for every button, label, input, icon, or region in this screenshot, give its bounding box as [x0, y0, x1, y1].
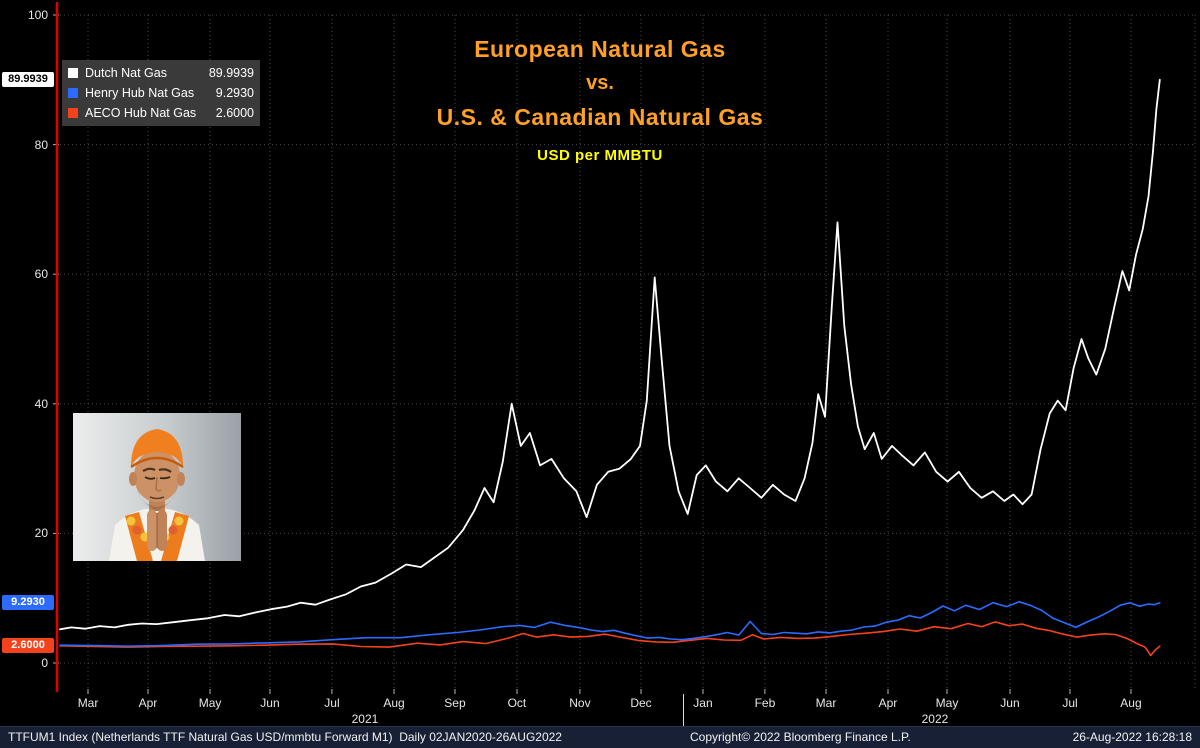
copyright-text: Copyright© 2022 Bloomberg Finance L.P.	[690, 730, 911, 744]
x-tick-label: Sep	[444, 696, 466, 710]
x-tick-label: May	[935, 696, 959, 710]
x-tick-label: Nov	[569, 696, 591, 710]
x-tick-label: Mar	[77, 696, 99, 710]
chart-subtitle: USD per MMBTU	[537, 147, 663, 164]
legend-label: AECO Hub Nat Gas	[85, 106, 197, 120]
x-tick-label: Jul	[1062, 696, 1078, 710]
year-divider	[683, 694, 684, 726]
x-tick-label: Jun	[260, 696, 280, 710]
x-tick-label: Jan	[693, 696, 713, 710]
x-tick-label: May	[198, 696, 222, 710]
y-tick-label: 80	[34, 137, 48, 152]
ticker-description: TTFUM1 Index (Netherlands TTF Natural Ga…	[8, 730, 562, 744]
legend-swatch-aeco	[68, 108, 78, 118]
meme-image-graphic	[73, 413, 241, 561]
legend-item-dutch-nat-gas[interactable]: Dutch Nat Gas 89.9939	[68, 63, 254, 83]
x-tick-label: Apr	[138, 696, 158, 710]
legend-swatch-henry-hub	[68, 88, 78, 98]
chart-title-line2: vs.	[586, 72, 614, 94]
status-bar: TTFUM1 Index (Netherlands TTF Natural Ga…	[0, 726, 1200, 748]
chart-title-line1: European Natural Gas	[474, 36, 726, 62]
legend-value: 2.6000	[215, 106, 254, 120]
chart-title-block: European Natural Gas vs. U.S. & Canadian…	[280, 36, 920, 164]
legend-value: 9.2930	[215, 86, 254, 100]
x-tick-label: Jun	[1000, 696, 1020, 710]
series-line	[59, 600, 1161, 648]
legend-item-henry-hub-nat-gas[interactable]: Henry Hub Nat Gas 9.2930	[68, 83, 254, 103]
series-line	[59, 621, 1161, 657]
last-price-badge-henry-hub: 9.2930	[2, 594, 54, 610]
y-tick-label: 60	[34, 267, 48, 282]
x-tick-label: Feb	[754, 696, 776, 710]
y-tick-label: 40	[34, 396, 48, 411]
legend-label: Dutch Nat Gas	[85, 66, 167, 80]
x-tick-label: Aug	[383, 696, 405, 710]
y-tick-label: 20	[34, 526, 48, 541]
legend-value: 89.9939	[208, 66, 254, 80]
x-tick-label: Jul	[324, 696, 340, 710]
last-price-badge-dutch: 89.9939	[2, 71, 54, 87]
x-tick-label: Dec	[630, 696, 652, 710]
last-price-badge-aeco: 2.6000	[2, 638, 54, 654]
chart-title-line3: U.S. & Canadian Natural Gas	[436, 104, 764, 130]
legend-item-aeco-hub-nat-gas[interactable]: AECO Hub Nat Gas 2.6000	[68, 103, 254, 123]
legend: Dutch Nat Gas 89.9939 Henry Hub Nat Gas …	[62, 60, 260, 126]
x-tick-label: Mar	[815, 696, 837, 710]
year-label-2021: 2021	[351, 712, 379, 726]
series-line	[59, 78, 1161, 631]
legend-label: Henry Hub Nat Gas	[85, 86, 195, 100]
timestamp: 26-Aug-2022 16:28:18	[1072, 730, 1192, 744]
meme-image-trudeau-namaste	[73, 413, 241, 561]
x-tick-label: Oct	[507, 696, 527, 710]
y-tick-label: 100	[27, 8, 48, 22]
x-tick-label: Apr	[878, 696, 898, 710]
x-tick-label: Aug	[1120, 696, 1142, 710]
legend-swatch-dutch	[68, 68, 78, 78]
y-tick-label: 0	[41, 656, 48, 670]
year-label-2022: 2022	[921, 712, 949, 726]
